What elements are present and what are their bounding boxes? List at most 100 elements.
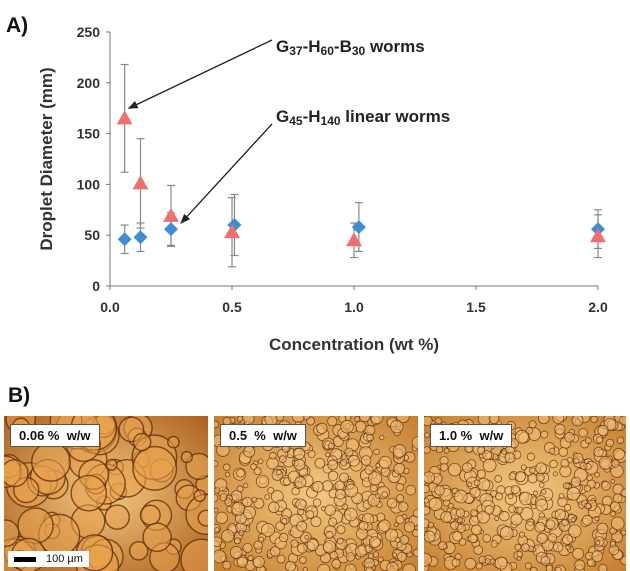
droplet: [578, 427, 588, 438]
droplet: [372, 551, 379, 558]
x-tick-label: 0.0: [100, 299, 120, 315]
droplet: [464, 557, 477, 570]
droplet: [278, 532, 289, 543]
droplet: [214, 494, 219, 503]
droplet: [571, 416, 584, 427]
diamond-point: [117, 232, 132, 247]
droplet: [494, 516, 500, 522]
droplet: [132, 432, 152, 452]
droplet: [197, 509, 208, 527]
droplet: [564, 431, 575, 443]
droplet: [321, 480, 334, 492]
droplet: [243, 445, 256, 458]
droplet: [555, 566, 562, 571]
scale-bar: 100 µm: [8, 551, 89, 567]
droplet: [453, 489, 468, 504]
droplet: [278, 455, 287, 464]
droplet: [572, 547, 585, 560]
droplet: [339, 472, 350, 483]
droplet: [304, 534, 310, 540]
droplet: [535, 472, 545, 482]
y-tick-label: 150: [77, 126, 101, 142]
droplet: [451, 558, 461, 568]
droplet: [390, 419, 404, 434]
droplet: [142, 522, 172, 553]
droplet: [368, 471, 382, 486]
y-tick-label: 250: [77, 24, 101, 40]
droplet: [610, 501, 621, 512]
droplet: [456, 523, 466, 533]
droplet: [601, 481, 611, 491]
droplet: [424, 446, 431, 454]
droplet: [366, 433, 374, 442]
droplet: [105, 458, 118, 471]
droplet: [214, 507, 219, 513]
droplet: [424, 497, 430, 504]
droplet: [508, 472, 517, 481]
droplet: [540, 556, 551, 566]
droplet: [545, 564, 554, 571]
droplet: [573, 457, 580, 465]
annotation-subscript: 37: [289, 44, 303, 58]
droplet: [619, 416, 626, 426]
droplet: [508, 505, 516, 513]
droplet: [516, 506, 524, 514]
droplet: [375, 463, 381, 468]
droplet: [386, 561, 399, 571]
error-bars: [120, 63, 602, 268]
droplet: [345, 552, 356, 562]
droplet: [236, 468, 245, 478]
droplet: [364, 465, 374, 475]
droplet: [295, 498, 307, 510]
droplet: [214, 536, 223, 547]
y-tick-marks: [106, 31, 110, 287]
annotation-text: G37-H60-B30 worms: [276, 37, 425, 58]
droplet: [250, 463, 257, 470]
y-tick-label: 200: [77, 75, 101, 91]
annotation-fragment: linear worms: [341, 107, 451, 126]
droplet: [574, 559, 586, 571]
triangle-point: [590, 228, 606, 243]
y-tick-label: 50: [84, 227, 100, 243]
droplet: [610, 516, 625, 531]
droplet: [468, 533, 478, 544]
droplet: [526, 452, 536, 461]
droplet: [328, 517, 338, 527]
droplet: [584, 437, 592, 444]
droplet: [17, 507, 54, 544]
droplet: [455, 508, 466, 518]
droplet: [364, 424, 376, 436]
droplet: [312, 498, 322, 507]
droplet: [391, 552, 397, 558]
droplet: [255, 474, 270, 489]
droplet: [234, 537, 242, 545]
panel-a-label: A): [6, 14, 28, 37]
droplet: [253, 540, 263, 550]
droplet: [341, 503, 349, 510]
droplet: [566, 486, 581, 501]
droplet: [302, 567, 308, 571]
droplet: [484, 505, 495, 515]
droplet: [231, 501, 245, 516]
droplet: [293, 458, 306, 471]
droplet: [510, 513, 523, 526]
droplet: [224, 471, 231, 478]
droplet: [532, 490, 539, 496]
droplet: [299, 556, 307, 564]
droplet: [447, 462, 462, 477]
droplet: [520, 464, 527, 471]
micrograph-0.06: 0.06 % w/w 100 µm: [4, 416, 208, 571]
droplet: [424, 416, 433, 427]
droplet: [495, 492, 503, 501]
x-tick-label: 2.0: [588, 299, 608, 315]
droplet: [396, 494, 405, 503]
droplet: [252, 555, 265, 569]
droplet: [499, 526, 514, 540]
droplet: [180, 450, 193, 464]
droplet: [302, 416, 311, 421]
droplet: [327, 416, 338, 427]
droplet: [344, 447, 354, 457]
droplet: [561, 518, 569, 527]
droplet: [489, 558, 496, 565]
droplet: [397, 552, 407, 562]
